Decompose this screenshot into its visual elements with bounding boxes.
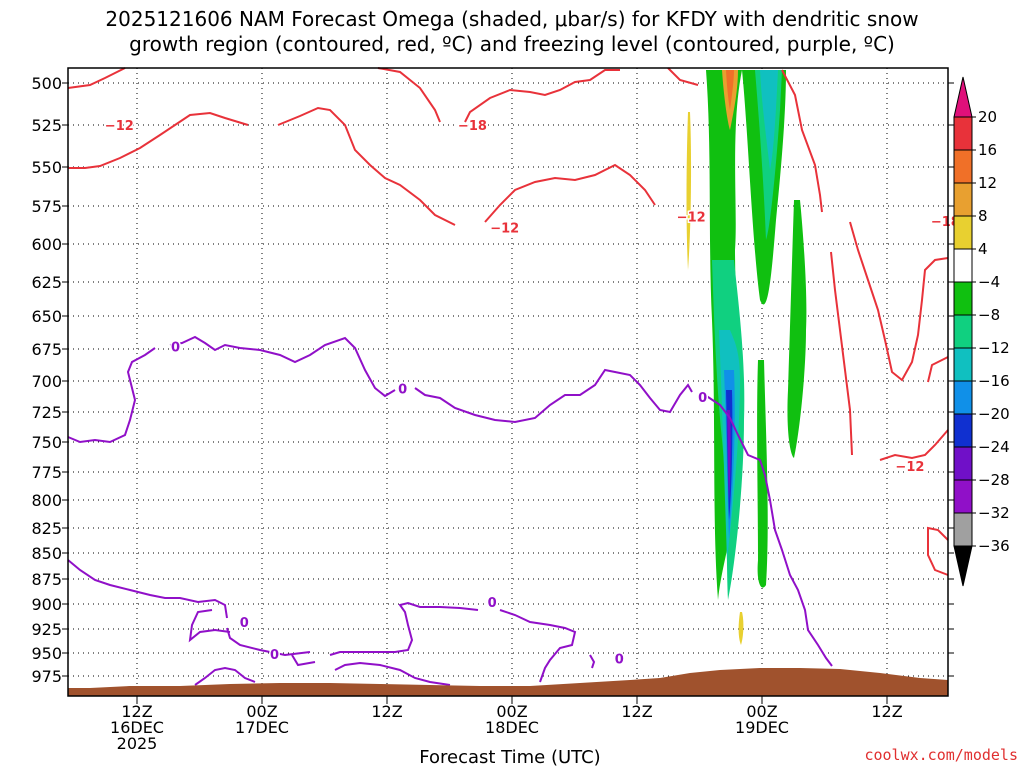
colorbar-segment [954,216,972,249]
y-tick-label: 500 [31,74,62,93]
x-tick-label: 12Z [371,702,402,721]
colorbar-label: 20 [978,108,997,126]
y-tick-label: 525 [31,116,62,135]
chart-title-line2: growth region (contoured, red, ºC) and f… [129,32,895,56]
colorbar-bottom-arrow [954,546,972,586]
colorbar-segment [954,150,972,183]
colorbar-segment [954,447,972,480]
y-tick-label: 600 [31,235,62,254]
colorbar-label: −32 [978,504,1010,522]
colorbar-label: −8 [978,306,1000,324]
x-tick-label: 12Z [621,702,652,721]
y-tick-label: 650 [31,307,62,326]
colorbar-segment [954,513,972,546]
y-tick-label: 750 [31,433,62,452]
y-tick-label: 550 [31,158,62,177]
freezing-contour-label: 0 [171,340,180,355]
freezing-contour-label: 0 [615,653,624,668]
y-tick-label: 925 [31,620,62,639]
colorbar-label: 4 [978,240,988,258]
y-tick-label: 850 [31,544,62,563]
y-tick-label: 800 [31,491,62,510]
chart-title-line1: 2025121606 NAM Forecast Omega (shaded, μ… [105,7,918,31]
dgz-contour-label: −12 [105,119,134,134]
colorbar-label: −12 [978,339,1010,357]
freezing-contour-label: 0 [398,382,407,397]
colorbar-label: −36 [978,537,1010,555]
dgz-contour-label: −12 [677,211,706,226]
y-tick-label: 575 [31,197,62,216]
colorbar-segment [954,117,972,150]
colorbar-label: −4 [978,273,1000,291]
credit-text: coolwx.com/models [864,746,1018,764]
colorbar-label: −28 [978,471,1010,489]
x-axis-title: Forecast Time (UTC) [419,747,600,768]
colorbar-segment [954,183,972,216]
x-tick-label: 2025 [117,734,158,753]
dgz-contour-label: −12 [490,221,519,236]
omega-timeheight-chart: 2025121606 NAM Forecast Omega (shaded, μ… [0,0,1024,768]
y-tick-label: 675 [31,340,62,359]
freezing-contour-label: 0 [240,616,249,631]
freezing-contour-label: 0 [698,391,707,406]
colorbar-label: 8 [978,207,988,225]
dgz-contour-label: −12 [895,460,924,475]
y-tick-label: 625 [31,273,62,292]
dgz-contour-label: −18 [458,119,487,134]
y-tick-label: 775 [31,463,62,482]
freezing-contour-label: 0 [270,648,279,663]
colorbar: 20 16 12 8 4 −4 −8 −12 −16 −20 −24 −28 −32 −36 [954,77,1010,586]
y-tick-label: 975 [31,667,62,686]
colorbar-segment [954,282,972,315]
colorbar-segment [954,381,972,414]
colorbar-segment [954,480,972,513]
colorbar-segment [954,414,972,447]
freezing-contour-label: 0 [488,596,497,611]
y-tick-label: 950 [31,644,62,663]
x-tick-label: 17DEC [235,718,289,737]
x-tick-label: 18DEC [485,718,539,737]
colorbar-label: −16 [978,372,1010,390]
x-tick-label: 12Z [871,702,902,721]
colorbar-top-arrow [954,77,972,117]
colorbar-label: −20 [978,405,1010,423]
x-tick-label: 19DEC [735,718,789,737]
y-tick-label: 700 [31,372,62,391]
colorbar-segment [954,348,972,381]
colorbar-segment [954,249,972,282]
colorbar-label: 16 [978,141,997,159]
colorbar-label: 12 [978,174,997,192]
colorbar-segment [954,315,972,348]
y-tick-label: 825 [31,519,62,538]
colorbar-label: −24 [978,438,1010,456]
y-tick-label: 875 [31,570,62,589]
y-tick-label: 900 [31,595,62,614]
y-tick-label: 725 [31,403,62,422]
